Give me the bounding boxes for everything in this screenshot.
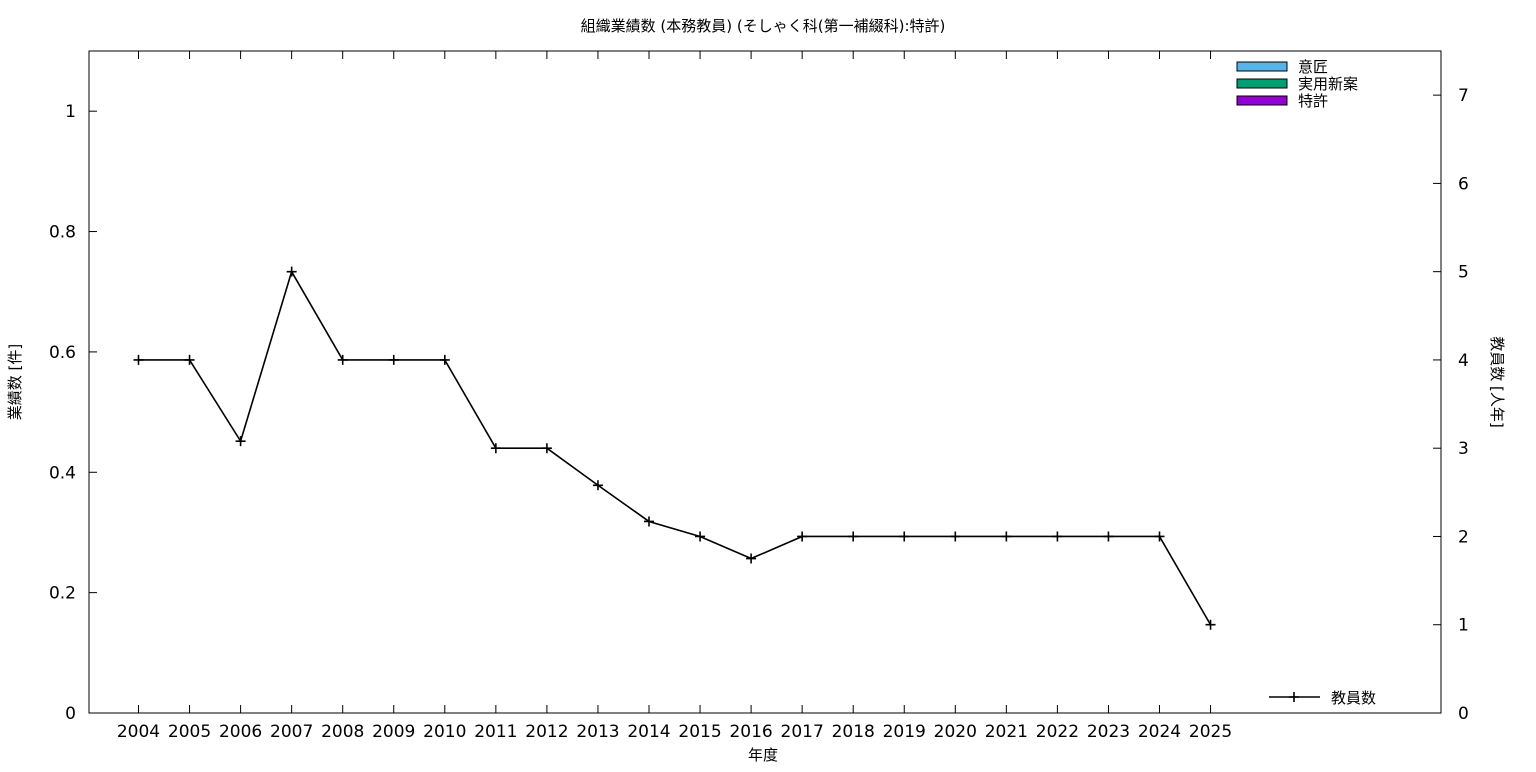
y2-axis-label: 教員数 [人年] [1488,336,1506,427]
y-tick-label: 0.2 [49,584,76,604]
legend-label: 実用新案 [1298,75,1358,93]
x-tick-label: 2024 [1138,722,1181,742]
data-point-marker [541,443,552,454]
x-tick-label: 2013 [576,722,619,742]
data-point-marker [133,354,144,365]
legend-swatch [1236,61,1288,72]
x-tick-label: 2021 [985,722,1028,742]
data-point-marker [184,354,195,365]
legend-swatch [1236,95,1288,106]
data-point-marker [746,553,757,564]
chart-title: 組織業績数 (本務教員) (そしゃく科(第一補綴科):特許) [581,17,946,35]
y-tick-label: 0.6 [49,343,76,363]
x-tick-label: 2007 [270,722,313,742]
y-tick-label: 1 [65,102,76,122]
data-point-marker [1205,619,1216,630]
legend-swatch [1236,78,1288,89]
series-line-teachers [138,269,1212,626]
y-tick-label: 0.8 [49,223,76,243]
data-point-marker [1154,531,1165,542]
data-point-marker [899,531,910,542]
x-tick-label: 2016 [729,722,772,742]
data-point-marker [235,436,246,447]
x-tick-label: 2022 [1036,722,1079,742]
y-axis-label: 業績数 [件] [6,344,24,420]
data-point-marker [1103,531,1114,542]
x-tick-label: 2010 [423,722,466,742]
x-tick-label: 2017 [781,722,824,742]
data-point-marker [592,480,603,491]
y2-tick-label: 4 [1458,351,1469,371]
legend-line-marker [1289,692,1299,702]
data-point-marker [490,443,501,454]
x-tick-label: 2008 [321,722,364,742]
plot-frame [88,50,1442,714]
x-tick-label: 2023 [1087,722,1130,742]
y2-tick-label: 0 [1458,704,1469,724]
x-tick-label: 2015 [678,722,721,742]
data-point-marker [695,531,706,542]
data-point-marker [388,354,399,365]
x-tick-label: 2009 [372,722,415,742]
data-point-marker [439,354,450,365]
legend-label: 意匠 [1298,58,1328,76]
y2-tick-label: 6 [1458,174,1469,194]
data-point-marker [1001,531,1012,542]
y2-tick-label: 7 [1458,86,1469,106]
legend-label: 特許 [1298,92,1328,110]
y-tick-label: 0 [65,704,76,724]
y2-tick-label: 5 [1458,263,1469,283]
data-point-marker [848,531,859,542]
y2-tick-label: 1 [1458,616,1469,636]
x-tick-label: 2011 [474,722,517,742]
x-tick-label: 2014 [627,722,670,742]
x-tick-label: 2012 [525,722,568,742]
x-tick-label: 2018 [832,722,875,742]
y-tick-label: 0.4 [49,463,76,483]
x-tick-label: 2019 [883,722,926,742]
y2-tick-label: 3 [1458,439,1469,459]
x-tick-label: 2025 [1189,722,1232,742]
x-tick-label: 2005 [168,722,211,742]
x-tick-label: 2006 [219,722,262,742]
data-point-marker [1052,531,1063,542]
data-point-marker [337,354,348,365]
x-tick-label: 2020 [934,722,977,742]
data-point-marker [797,531,808,542]
data-point-marker [286,266,297,277]
legend-label: 教員数 [1331,689,1376,707]
y2-tick-label: 2 [1458,527,1469,547]
data-point-marker [950,531,961,542]
data-point-marker [644,516,654,527]
x-tick-label: 2004 [117,722,160,742]
x-axis-label: 年度 [748,746,778,764]
